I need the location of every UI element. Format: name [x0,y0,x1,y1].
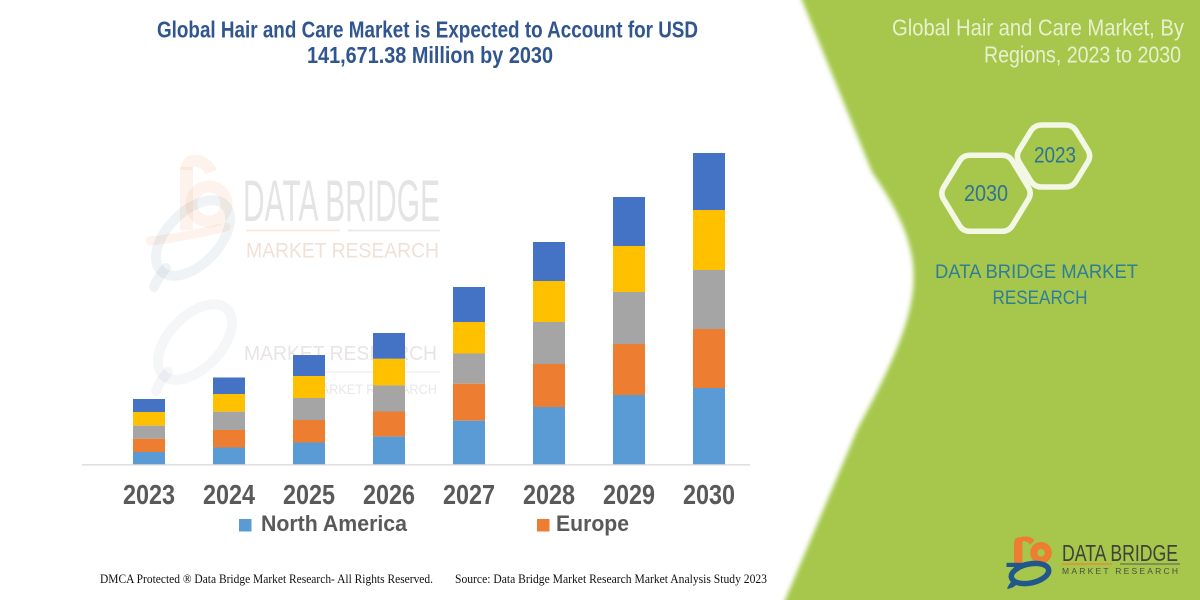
svg-text:DATA BRIDGE: DATA BRIDGE [243,169,440,234]
svg-text:Global Hair and Care Market, B: Global Hair and Care Market, By [892,15,1184,41]
svg-text:2029: 2029 [603,479,655,510]
svg-text:Europe: Europe [556,511,629,536]
svg-text:2023: 2023 [1034,143,1076,168]
svg-text:North America: North America [261,511,408,536]
svg-text:2026: 2026 [363,479,415,510]
svg-text:Regions, 2023 to 2030: Regions, 2023 to 2030 [984,42,1181,68]
svg-text:RESEARCH: RESEARCH [993,287,1088,309]
svg-text:DATA BRIDGE MARKET: DATA BRIDGE MARKET [935,261,1138,283]
svg-text:2023: 2023 [123,479,175,510]
svg-text:141,671.38 Million by 2030: 141,671.38 Million by 2030 [307,42,553,68]
svg-text:Source: Data Bridge Market Res: Source: Data Bridge Market Research Mark… [455,572,767,586]
svg-text:2024: 2024 [203,479,255,510]
svg-text:DMCA Protected ® Data Bridge M: DMCA Protected ® Data Bridge Market Rese… [100,572,433,586]
svg-text:2030: 2030 [683,479,735,510]
svg-text:MARKET RESEARCH: MARKET RESEARCH [1062,566,1178,576]
svg-text:MARKET RESEARCH: MARKET RESEARCH [244,343,437,365]
svg-text:DATA BRIDGE: DATA BRIDGE [1062,540,1178,566]
svg-text:2027: 2027 [443,479,495,510]
svg-text:Global Hair and Care Market is: Global Hair and Care Market is Expected … [157,17,698,43]
svg-text:MARKET RESEARCH: MARKET RESEARCH [246,240,439,263]
svg-text:2028: 2028 [523,479,575,510]
svg-text:2025: 2025 [283,479,335,510]
svg-text:2030: 2030 [964,180,1008,206]
